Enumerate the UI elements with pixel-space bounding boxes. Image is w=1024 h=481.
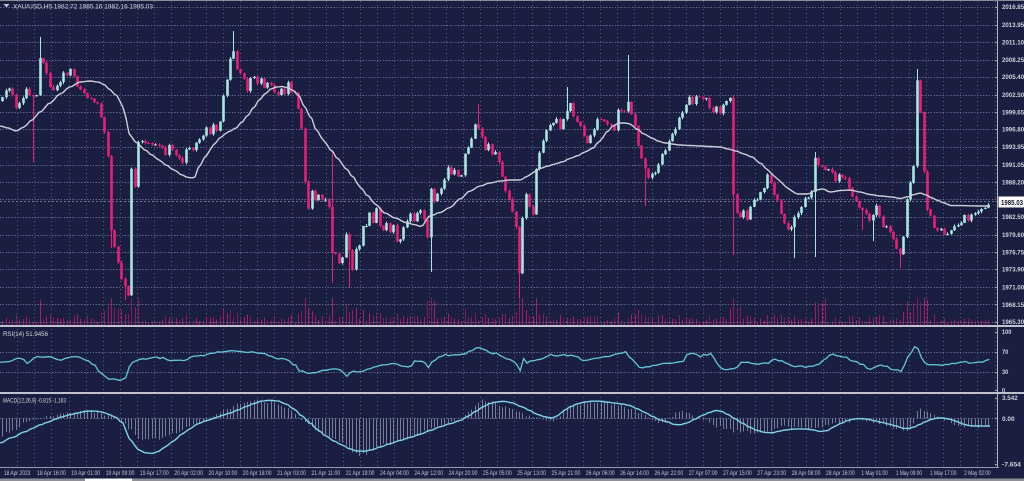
svg-text:26 Apr 06:00: 26 Apr 06:00 xyxy=(586,470,615,477)
svg-text:20 Apr 18:00: 20 Apr 18:00 xyxy=(243,470,272,477)
svg-text:18 Apr 16:00: 18 Apr 16:00 xyxy=(37,470,66,477)
svg-text:27 Apr 07:00: 27 Apr 07:00 xyxy=(689,470,718,477)
svg-text:2016.85: 2016.85 xyxy=(1002,4,1024,11)
svg-text:1988.20: 1988.20 xyxy=(1002,179,1024,186)
svg-text:1965.30: 1965.30 xyxy=(1002,319,1024,326)
svg-text:24 Apr 04:00: 24 Apr 04:00 xyxy=(380,470,409,477)
svg-text:2013.95: 2013.95 xyxy=(1002,22,1024,29)
svg-text:100: 100 xyxy=(1002,329,1012,336)
svg-text:3.542: 3.542 xyxy=(1002,395,1018,402)
svg-text:MACD(12,26,9) -0.815 -1.163: MACD(12,26,9) -0.815 -1.163 xyxy=(3,398,66,405)
svg-text:1979.60: 1979.60 xyxy=(1002,232,1024,239)
svg-text:1982.50: 1982.50 xyxy=(1002,214,1024,221)
svg-text:24 Apr 12:00: 24 Apr 12:00 xyxy=(414,470,443,477)
svg-text:30: 30 xyxy=(1002,369,1009,376)
svg-text:20 Apr 02:00: 20 Apr 02:00 xyxy=(174,470,203,477)
svg-text:19 Apr 17:00: 19 Apr 17:00 xyxy=(140,470,169,477)
svg-text:20 Apr 10:00: 20 Apr 10:00 xyxy=(209,470,238,477)
svg-text:1973.90: 1973.90 xyxy=(1002,267,1024,274)
svg-text:25 Apr 13:00: 25 Apr 13:00 xyxy=(517,470,546,477)
svg-text:1996.80: 1996.80 xyxy=(1002,127,1024,134)
svg-text:1976.75: 1976.75 xyxy=(1002,249,1024,256)
svg-text:27 Apr 15:00: 27 Apr 15:00 xyxy=(723,470,752,477)
svg-text:1968.15: 1968.15 xyxy=(1002,302,1024,309)
svg-text:25 Apr 21:00: 25 Apr 21:00 xyxy=(552,470,581,477)
svg-text:2011.10: 2011.10 xyxy=(1002,39,1024,46)
svg-text:21 Apr 19:00: 21 Apr 19:00 xyxy=(346,470,375,477)
svg-text:1 May 01:00: 1 May 01:00 xyxy=(861,470,888,477)
svg-text:18 Apr 2023: 18 Apr 2023 xyxy=(4,470,31,477)
svg-text:0.00: 0.00 xyxy=(1002,416,1015,423)
svg-text:XAU/USD,H5 1982.72 1985.16 19: XAU/USD,H5 1982.72 1985.16 1982.16 1985.… xyxy=(13,4,153,11)
svg-text:2002.50: 2002.50 xyxy=(1002,92,1024,99)
svg-text:1971.00: 1971.00 xyxy=(1002,284,1024,291)
svg-text:26 Apr 22:00: 26 Apr 22:00 xyxy=(654,470,683,477)
svg-text:1991.05: 1991.05 xyxy=(1002,162,1024,169)
svg-text:19 Apr 01:00: 19 Apr 01:00 xyxy=(71,470,100,477)
svg-text:RSI(14) 51.9456: RSI(14) 51.9456 xyxy=(3,331,48,338)
svg-text:70: 70 xyxy=(1002,349,1009,356)
svg-text:1985.03: 1985.03 xyxy=(1001,200,1023,207)
svg-text:28 Apr 16:00: 28 Apr 16:00 xyxy=(826,470,855,477)
svg-text:21 Apr 03:00: 21 Apr 03:00 xyxy=(277,470,306,477)
svg-text:24 Apr 20:00: 24 Apr 20:00 xyxy=(449,470,478,477)
svg-text:2008.25: 2008.25 xyxy=(1002,57,1024,64)
svg-text:28 Apr 08:00: 28 Apr 08:00 xyxy=(792,470,821,477)
svg-text:25 Apr 05:00: 25 Apr 05:00 xyxy=(483,470,512,477)
svg-text:1993.95: 1993.95 xyxy=(1002,144,1024,151)
svg-text:1999.65: 1999.65 xyxy=(1002,109,1024,116)
svg-text:-7.654: -7.654 xyxy=(1002,462,1021,469)
svg-text:0: 0 xyxy=(1002,387,1005,394)
svg-text:1 May 09:00: 1 May 09:00 xyxy=(896,470,923,477)
svg-text:19 Apr 09:00: 19 Apr 09:00 xyxy=(106,470,135,477)
svg-text:2005.40: 2005.40 xyxy=(1002,74,1024,81)
svg-text:26 Apr 14:00: 26 Apr 14:00 xyxy=(620,470,649,477)
svg-text:27 Apr 23:00: 27 Apr 23:00 xyxy=(757,470,786,477)
svg-text:21 Apr 11:00: 21 Apr 11:00 xyxy=(311,470,340,477)
svg-text:2 May 02:00: 2 May 02:00 xyxy=(964,470,991,477)
svg-text:1 May 17:00: 1 May 17:00 xyxy=(930,470,957,477)
